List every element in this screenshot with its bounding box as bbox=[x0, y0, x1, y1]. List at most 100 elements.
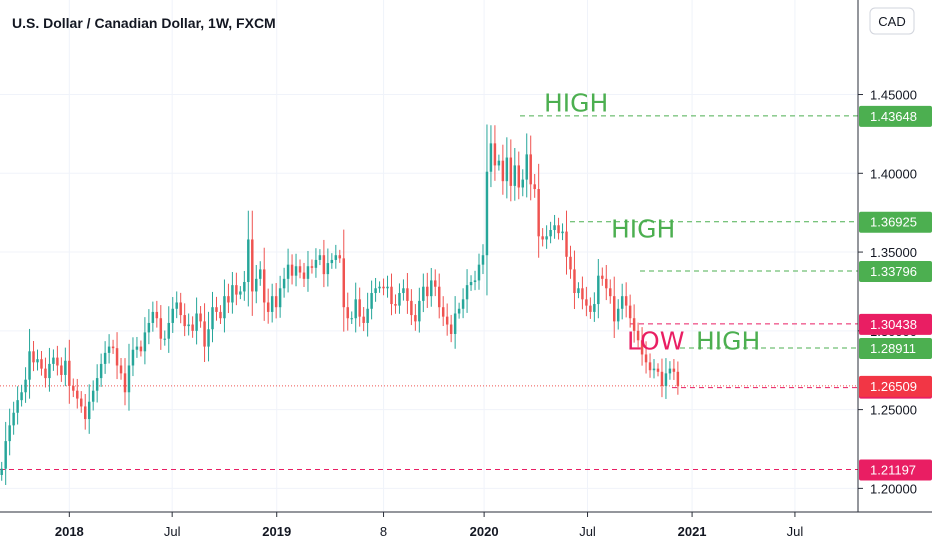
candle-body bbox=[644, 354, 648, 363]
candle bbox=[553, 214, 556, 239]
candle-body bbox=[513, 165, 517, 186]
candle-body bbox=[541, 236, 544, 240]
candle bbox=[640, 327, 644, 366]
candle-body bbox=[24, 379, 27, 393]
time-tick-label: Jul bbox=[164, 524, 181, 539]
candle bbox=[370, 280, 373, 320]
candle-body bbox=[485, 171, 489, 256]
price-tick-label: 1.20000 bbox=[870, 481, 917, 496]
candle-body bbox=[306, 266, 310, 279]
candle bbox=[68, 339, 71, 404]
candle bbox=[16, 386, 19, 425]
candle-body bbox=[207, 329, 210, 347]
candle-body bbox=[175, 302, 178, 309]
candle bbox=[644, 341, 648, 374]
candle bbox=[569, 245, 572, 279]
candle-body bbox=[44, 368, 47, 379]
candle bbox=[322, 239, 326, 288]
candle-body bbox=[489, 143, 493, 172]
candle-body bbox=[68, 360, 71, 386]
candle bbox=[151, 301, 155, 332]
currency-button-frame[interactable] bbox=[869, 7, 915, 35]
candle-body bbox=[211, 307, 214, 330]
candle-body bbox=[441, 307, 445, 317]
candle-body bbox=[167, 322, 170, 339]
candle-body bbox=[676, 371, 680, 386]
candle-body bbox=[87, 401, 91, 420]
candle bbox=[513, 148, 517, 201]
candle-body bbox=[56, 357, 59, 366]
candle bbox=[251, 210, 254, 316]
candle-body bbox=[262, 269, 266, 303]
candle-body bbox=[477, 264, 481, 281]
candle-body bbox=[569, 256, 572, 270]
candle-body bbox=[223, 296, 226, 319]
candle bbox=[239, 286, 242, 300]
candle bbox=[426, 272, 429, 308]
time-tick-label: 2018 bbox=[55, 524, 84, 539]
candle-body bbox=[593, 304, 596, 312]
candle-body bbox=[290, 264, 294, 276]
candle bbox=[36, 349, 39, 371]
candle bbox=[48, 347, 51, 392]
candle bbox=[207, 311, 210, 362]
annotations: HIGH HIGH LOW HIGH bbox=[544, 88, 760, 355]
candle-body bbox=[585, 299, 588, 306]
candle bbox=[64, 347, 67, 387]
candle-body bbox=[469, 281, 473, 286]
candle bbox=[119, 358, 123, 380]
candle-body bbox=[473, 280, 477, 282]
candle bbox=[259, 261, 262, 286]
candle-body bbox=[330, 259, 334, 264]
candle-body bbox=[505, 157, 509, 182]
candle bbox=[56, 345, 59, 376]
candle bbox=[243, 270, 246, 301]
currency-button[interactable]: CAD bbox=[869, 7, 915, 35]
candle-body bbox=[8, 425, 11, 442]
candle bbox=[477, 253, 481, 290]
time-axis[interactable]: 2018 Jul 2019 8 2020 Jul 2021 Jul bbox=[55, 512, 803, 539]
candle-body bbox=[322, 255, 326, 275]
candle-body bbox=[215, 307, 218, 312]
price-tag-high: 1.28911 bbox=[870, 341, 916, 356]
candle bbox=[215, 296, 218, 321]
candle bbox=[545, 225, 548, 249]
candle bbox=[91, 380, 95, 411]
candle bbox=[374, 277, 377, 302]
candle bbox=[223, 279, 226, 333]
candle-body bbox=[12, 412, 15, 426]
candle-body bbox=[247, 239, 250, 282]
candle bbox=[266, 288, 270, 324]
candle-body bbox=[346, 307, 349, 319]
chart-title: U.S. Dollar / Canadian Dollar, 1W, FXCM bbox=[12, 15, 276, 31]
candle-body bbox=[501, 160, 505, 182]
candle bbox=[163, 330, 167, 346]
candle-body bbox=[418, 300, 421, 322]
candle bbox=[346, 292, 349, 331]
candle-body bbox=[20, 392, 23, 401]
candle-body bbox=[274, 296, 278, 308]
candle bbox=[147, 309, 151, 345]
price-lines bbox=[0, 115, 858, 471]
candle-body bbox=[529, 154, 532, 185]
candle-body bbox=[605, 278, 608, 289]
candle bbox=[557, 217, 560, 240]
candle bbox=[449, 314, 453, 343]
candle bbox=[80, 391, 83, 413]
candle bbox=[422, 273, 425, 313]
candle-body bbox=[227, 296, 230, 303]
candle bbox=[581, 276, 584, 310]
candle-body bbox=[517, 165, 521, 188]
candle-body bbox=[318, 255, 322, 260]
candle bbox=[521, 169, 524, 197]
candle-body bbox=[410, 300, 413, 316]
candle bbox=[318, 249, 322, 266]
candle bbox=[338, 249, 342, 263]
candle bbox=[131, 337, 135, 377]
candle bbox=[278, 275, 282, 318]
candle bbox=[111, 339, 115, 354]
currency-button-label[interactable]: CAD bbox=[878, 14, 905, 29]
candle bbox=[632, 304, 636, 343]
candle-body bbox=[414, 315, 417, 322]
candle-body bbox=[628, 305, 632, 319]
